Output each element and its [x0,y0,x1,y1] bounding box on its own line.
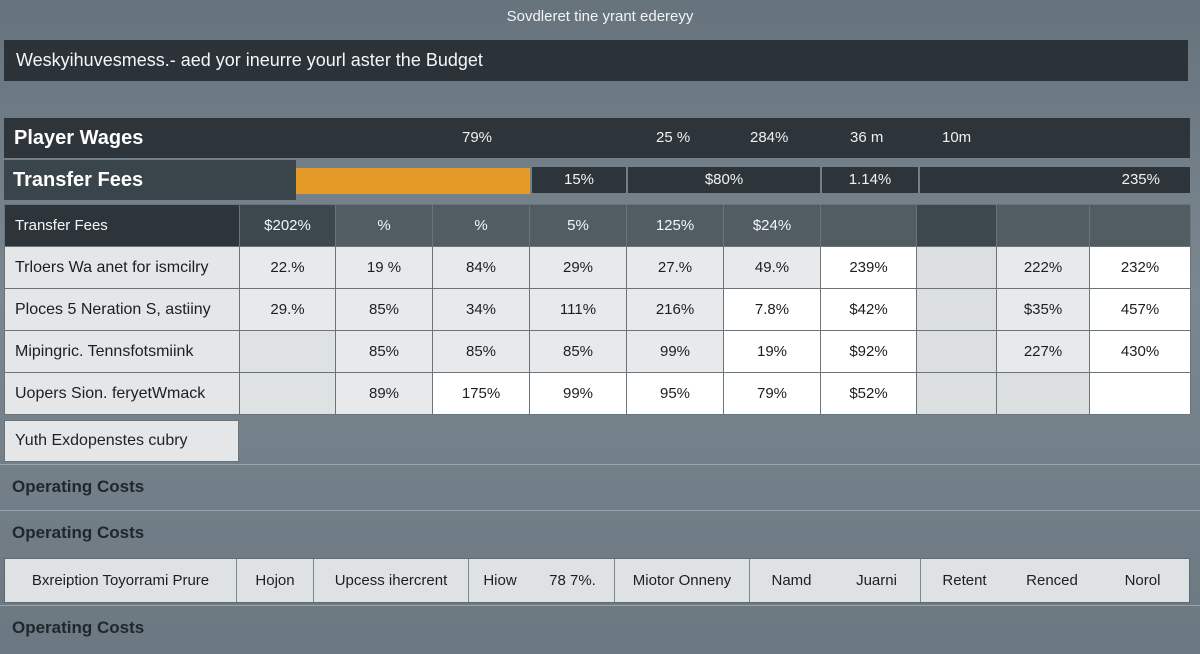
transfer-fees-segment: 15% [532,167,626,193]
table-cell [916,372,997,415]
player-wages-row: Player Wages 79% 25 % 284% 36 m 10m [4,118,1190,158]
column-header[interactable] [820,204,917,247]
table-cell: 85% [335,288,433,331]
table-cell: 79% [723,372,821,415]
table-cell: 216% [626,288,724,331]
table-cell: 22.% [239,246,336,289]
table-cell: 7.8% [723,288,821,331]
section-operating-costs[interactable]: Operating Costs [0,605,1200,649]
player-wages-value: 284% [750,129,789,146]
table-cell: 111% [529,288,627,331]
yuth-row-label[interactable]: Yuth Exdopenstes cubry [4,420,239,462]
table-cell: $92% [820,330,917,373]
table-cell: 239% [820,246,917,289]
row-label: Trloers Wa anet for ismcilry [4,246,240,289]
table-cell: 222% [996,246,1090,289]
table-cell: 89% [335,372,433,415]
bottom-cell[interactable]: Retent [942,572,987,589]
bottom-cell[interactable]: Norol [1124,572,1161,589]
table-cell: $42% [820,288,917,331]
bottom-cell[interactable]: Bxreiption Toyorrami Prure [5,559,237,602]
transfer-fees-progress-fill [296,168,530,194]
table-cell: $35% [996,288,1090,331]
table-cell: 29.% [239,288,336,331]
table-cell: $52% [820,372,917,415]
table-cell [1089,372,1191,415]
player-wages-value: 25 % [656,129,691,146]
player-wages-value: 10m [942,129,972,146]
column-header[interactable]: % [432,204,530,247]
column-header[interactable]: $202% [239,204,336,247]
row-label: Uopers Sion. feryetWmack [4,372,240,415]
table-header-row: Transfer Fees $202% % % 5% 125% $24% [4,204,1191,247]
budget-table: Transfer Fees $202% % % 5% 125% $24% Trl… [4,204,1191,415]
bottom-cell[interactable]: Juarni [833,559,921,602]
column-header[interactable] [916,204,997,247]
bottom-summary-row: Bxreiption Toyorrami Prure Hojon Upcess … [4,558,1190,603]
transfer-fees-segment: 1.14% [822,167,918,193]
table-cell [239,372,336,415]
column-header[interactable] [996,204,1090,247]
column-header[interactable]: 5% [529,204,627,247]
player-wages-value: 79% [462,129,493,146]
column-header[interactable]: Transfer Fees [4,204,240,247]
table-cell: 430% [1089,330,1191,373]
table-cell: 95% [626,372,724,415]
bottom-cell[interactable]: Namd [771,572,812,589]
bottom-cell[interactable]: Hojon [237,559,314,602]
table-cell [996,372,1090,415]
table-cell: 175% [432,372,530,415]
table-cell: 232% [1089,246,1191,289]
player-wages-label: Player Wages [14,127,144,149]
table-cell: 84% [432,246,530,289]
row-label: Ploces 5 Neration S, astiiny [4,288,240,331]
bottom-cell[interactable]: Hiow [483,572,517,589]
window-title: Sovdleret tine yrant edereyy [506,8,694,25]
table-cell [239,330,336,373]
section-operating-costs[interactable]: Operating Costs [0,510,1200,554]
table-cell: 34% [432,288,530,331]
transfer-fees-segment: 235% [920,167,1190,193]
table-cell: 227% [996,330,1090,373]
table-cell: 19% [723,330,821,373]
column-header[interactable]: $24% [723,204,821,247]
bottom-cell[interactable]: Renced [1026,572,1078,589]
table-row[interactable]: Uopers Sion. feryetWmack 89% 175% 99% 95… [4,372,1191,415]
table-cell: 19 % [335,246,433,289]
section-operating-costs[interactable]: Operating Costs [0,464,1200,508]
table-cell: 85% [432,330,530,373]
table-row[interactable]: Mipingric. Tennsfotsmiink 85% 85% 85% 99… [4,330,1191,373]
transfer-fees-progress-bar[interactable] [296,168,530,194]
player-wages-value: 36 m [850,129,884,146]
table-row[interactable]: Trloers Wa anet for ismcilry 22.% 19 % 8… [4,246,1191,289]
table-cell: 457% [1089,288,1191,331]
header-banner: Weskyihuvesmess.- aed yor ineurre yourl … [4,40,1188,81]
table-cell [916,288,997,331]
table-cell: 49.% [723,246,821,289]
table-cell [916,330,997,373]
column-header[interactable]: % [335,204,433,247]
transfer-fees-row: Transfer Fees 15% $80% 1.14% 235% [4,160,1190,200]
transfer-fees-segment: $80% [628,167,820,193]
bottom-cell[interactable]: 78 7%. [531,559,615,602]
table-cell: 27.% [626,246,724,289]
transfer-fees-label: Transfer Fees [4,160,296,200]
table-row[interactable]: Ploces 5 Neration S, astiiny 29.% 85% 34… [4,288,1191,331]
table-cell [916,246,997,289]
row-label: Mipingric. Tennsfotsmiink [4,330,240,373]
table-cell: 29% [529,246,627,289]
bottom-cell[interactable]: Miotor Onneny [615,559,750,602]
table-cell: 99% [529,372,627,415]
table-cell: 85% [335,330,433,373]
table-cell: 99% [626,330,724,373]
table-cell: 85% [529,330,627,373]
column-header[interactable]: 125% [626,204,724,247]
column-header[interactable] [1089,204,1191,247]
bottom-cell[interactable]: Upcess ihercrent [314,559,469,602]
